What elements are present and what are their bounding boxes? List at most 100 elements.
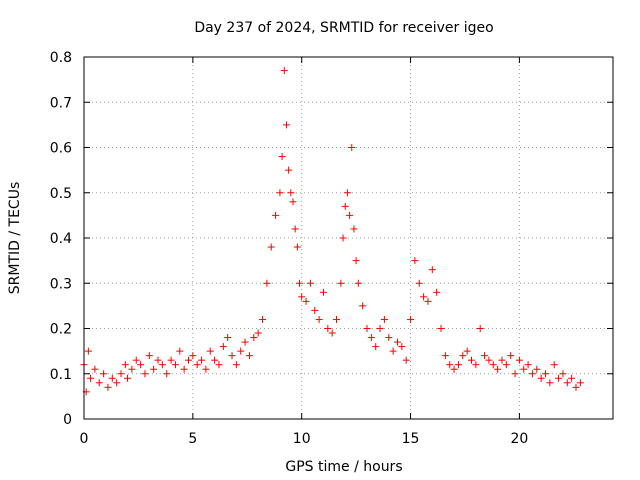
data-point bbox=[124, 374, 132, 382]
data-point bbox=[224, 334, 232, 342]
data-point bbox=[328, 329, 336, 337]
data-point bbox=[91, 365, 99, 373]
data-point bbox=[108, 374, 116, 382]
data-point bbox=[254, 329, 262, 337]
data-point bbox=[272, 211, 280, 219]
chart-title: Day 237 of 2024, SRMTID for receiver ige… bbox=[194, 20, 493, 36]
y-tick-label: 0.5 bbox=[50, 186, 72, 202]
x-tick-label: 15 bbox=[402, 431, 420, 447]
data-point bbox=[555, 374, 563, 382]
data-point bbox=[215, 361, 223, 369]
data-point bbox=[472, 361, 480, 369]
data-point bbox=[398, 343, 406, 351]
data-point bbox=[524, 361, 532, 369]
data-point bbox=[520, 365, 528, 373]
data-point bbox=[333, 315, 341, 323]
data-point bbox=[459, 352, 467, 360]
data-point bbox=[121, 361, 129, 369]
data-point bbox=[339, 234, 347, 242]
data-point bbox=[507, 352, 515, 360]
data-point bbox=[485, 356, 493, 364]
x-tick-label: 10 bbox=[293, 431, 311, 447]
data-point bbox=[367, 334, 375, 342]
data-point bbox=[359, 302, 367, 310]
x-tick-label: 20 bbox=[510, 431, 528, 447]
data-point bbox=[476, 325, 484, 332]
data-point bbox=[154, 356, 162, 364]
data-point bbox=[137, 361, 145, 369]
data-point bbox=[117, 370, 125, 378]
data-point bbox=[424, 297, 432, 305]
data-point bbox=[163, 370, 171, 378]
y-axis-label: SRMTID / TECUs bbox=[7, 182, 23, 295]
data-point bbox=[380, 315, 388, 323]
data-point bbox=[250, 334, 258, 342]
data-point bbox=[167, 356, 175, 364]
data-point bbox=[533, 365, 541, 373]
data-point bbox=[141, 370, 149, 378]
data-point bbox=[415, 279, 423, 287]
data-point bbox=[546, 379, 554, 387]
data-point bbox=[372, 343, 380, 351]
data-point bbox=[282, 121, 290, 129]
axis-ticks: 0 0.1 0.2 0.3 0.4 0.5 0.6 0.7 0.8 0 5 10 15 20 bbox=[50, 50, 613, 447]
data-point bbox=[385, 334, 393, 342]
data-point bbox=[463, 347, 471, 355]
data-point bbox=[263, 279, 271, 287]
data-point bbox=[287, 189, 295, 197]
data-point bbox=[454, 361, 462, 369]
y-tick-label: 0.1 bbox=[50, 367, 72, 383]
data-point bbox=[348, 144, 356, 151]
data-point bbox=[542, 370, 550, 378]
data-point bbox=[559, 370, 567, 378]
data-point bbox=[363, 325, 371, 332]
data-points bbox=[80, 67, 584, 396]
data-point bbox=[494, 365, 502, 373]
data-point bbox=[393, 338, 401, 346]
data-point bbox=[241, 338, 249, 346]
data-point bbox=[346, 211, 354, 219]
data-point bbox=[189, 352, 197, 360]
data-point bbox=[489, 361, 497, 369]
data-point bbox=[511, 370, 519, 378]
x-tick-label: 0 bbox=[80, 431, 89, 447]
y-tick-label: 0.4 bbox=[50, 231, 72, 247]
data-point bbox=[95, 379, 103, 387]
data-point bbox=[319, 288, 327, 296]
x-axis-label: GPS time / hours bbox=[285, 459, 402, 475]
data-point bbox=[259, 315, 267, 323]
data-point bbox=[245, 352, 253, 360]
data-point bbox=[150, 365, 158, 373]
data-point bbox=[184, 356, 192, 364]
data-point bbox=[576, 379, 584, 387]
data-point bbox=[350, 225, 358, 233]
y-tick-label: 0.7 bbox=[50, 95, 72, 111]
data-point bbox=[171, 361, 179, 369]
x-tick-label: 5 bbox=[188, 431, 197, 447]
data-point bbox=[132, 356, 140, 364]
data-point bbox=[237, 347, 245, 355]
y-tick-label: 0 bbox=[63, 412, 72, 428]
data-point bbox=[232, 361, 240, 369]
data-point bbox=[563, 379, 571, 387]
data-point bbox=[498, 356, 506, 364]
data-point bbox=[285, 166, 293, 174]
data-point bbox=[437, 325, 445, 332]
data-point bbox=[537, 374, 545, 382]
data-point bbox=[193, 361, 201, 369]
data-point bbox=[341, 202, 349, 210]
data-point bbox=[550, 361, 558, 369]
data-point bbox=[502, 361, 510, 369]
data-point bbox=[315, 315, 323, 323]
data-point bbox=[407, 315, 415, 323]
data-point bbox=[572, 383, 580, 391]
data-point bbox=[343, 189, 351, 197]
data-point bbox=[145, 352, 153, 360]
data-point bbox=[450, 365, 458, 373]
data-point bbox=[306, 279, 314, 287]
data-point bbox=[441, 352, 449, 360]
data-point bbox=[84, 347, 92, 355]
y-tick-label: 0.2 bbox=[50, 322, 72, 338]
